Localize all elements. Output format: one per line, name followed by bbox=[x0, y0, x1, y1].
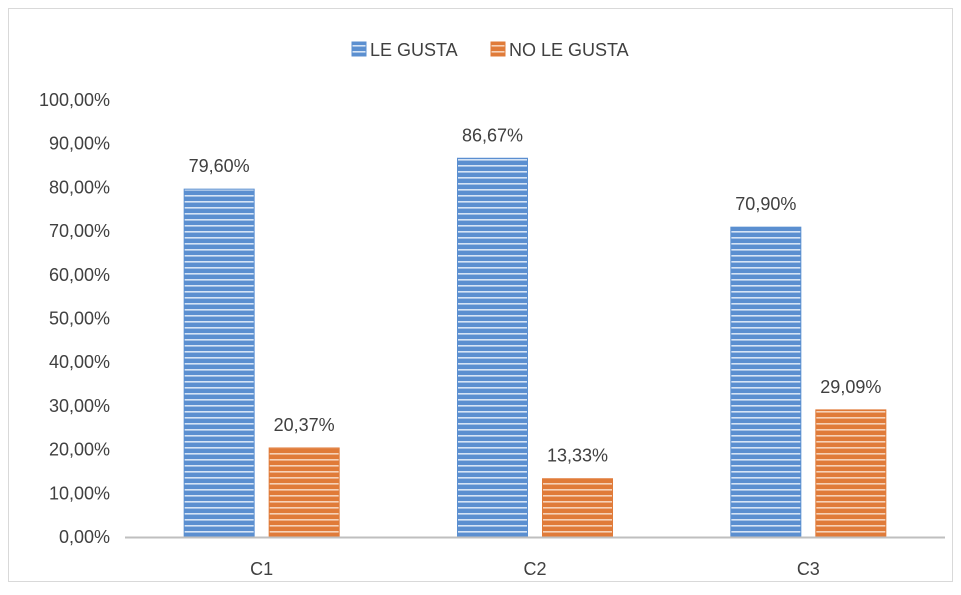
legend-swatch bbox=[351, 41, 367, 57]
bar-le-gusta-c1 bbox=[183, 188, 255, 538]
y-tick-label: 50,00% bbox=[49, 309, 110, 329]
y-tick-label: 60,00% bbox=[49, 265, 110, 285]
y-tick-label: 90,00% bbox=[49, 134, 110, 154]
x-tick-label: C2 bbox=[523, 559, 546, 579]
data-label: 70,90% bbox=[735, 194, 796, 214]
bar-no-le-gusta-c1 bbox=[268, 447, 340, 538]
bars bbox=[183, 157, 887, 538]
data-label: 29,09% bbox=[820, 377, 881, 397]
bar-le-gusta-c2 bbox=[457, 157, 528, 538]
data-labels: 79,60% 20,37% 86,67% 13,33% 70,90% 29,09% bbox=[189, 125, 882, 465]
data-label: 86,67% bbox=[462, 125, 523, 145]
y-tick-label: 10,00% bbox=[49, 483, 110, 503]
data-label: 13,33% bbox=[547, 446, 608, 466]
y-tick-label: 40,00% bbox=[49, 352, 110, 372]
x-tick-label: C1 bbox=[250, 559, 273, 579]
bar-no-le-gusta-c3 bbox=[815, 409, 887, 538]
y-tick-label: 100,00% bbox=[39, 90, 110, 110]
y-tick-label: 20,00% bbox=[49, 440, 110, 460]
y-tick-label: 80,00% bbox=[49, 177, 110, 197]
data-label: 79,60% bbox=[189, 156, 250, 176]
y-tick-label: 70,00% bbox=[49, 221, 110, 241]
x-tick-label: C3 bbox=[797, 559, 820, 579]
legend-swatch bbox=[490, 41, 506, 57]
bar-le-gusta-c3 bbox=[730, 226, 802, 538]
x-axis: C1 C2 C3 bbox=[125, 536, 945, 579]
y-tick-label: 0,00% bbox=[59, 527, 110, 547]
data-label: 20,37% bbox=[274, 415, 335, 435]
y-axis: 0,00% 10,00% 20,00% 30,00% 40,00% 50,00% 60,00… bbox=[39, 90, 110, 547]
bar-no-le-gusta-c2 bbox=[542, 478, 613, 538]
legend-label: LE GUSTA bbox=[370, 40, 458, 60]
y-tick-label: 30,00% bbox=[49, 396, 110, 416]
legend: LE GUSTA NO LE GUSTA bbox=[351, 40, 629, 60]
legend-label: NO LE GUSTA bbox=[509, 40, 629, 60]
